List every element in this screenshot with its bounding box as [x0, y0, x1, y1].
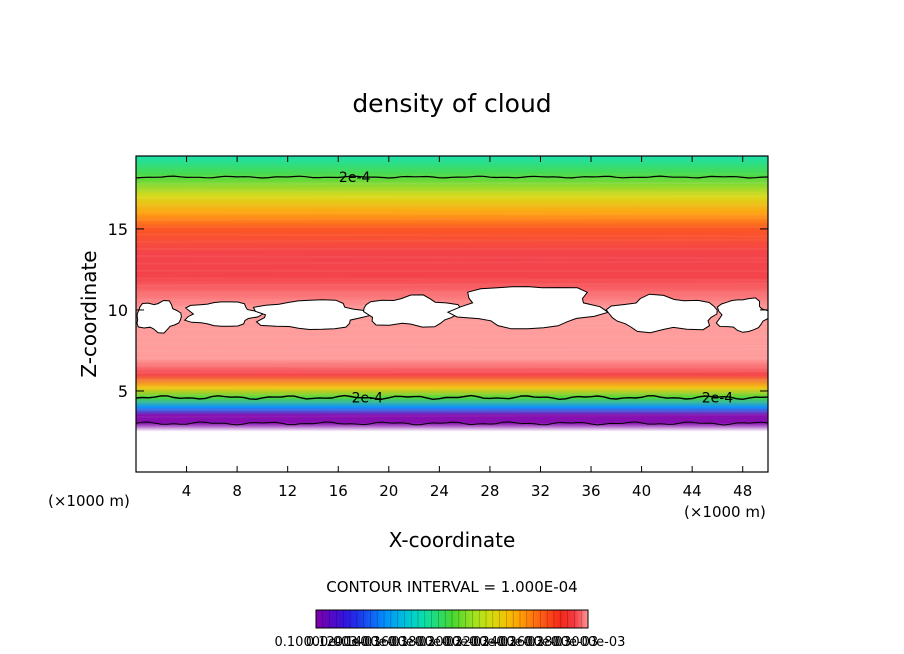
x-tick-label: 48 — [733, 482, 752, 500]
y-axis-ticks: 5 10 15 — [108, 220, 768, 401]
texture-streak — [136, 238, 768, 243]
blank-region — [136, 299, 182, 334]
blank-region — [446, 286, 610, 330]
x-tick-label: 8 — [232, 482, 242, 500]
texture-streak — [136, 282, 768, 287]
blank-region — [715, 297, 768, 333]
contour-line-lower — [136, 394, 768, 401]
x-axis-ticks: 4 8 12 16 20 24 28 32 36 40 44 48 — [182, 156, 752, 500]
contour-label: 2e-4 — [352, 390, 384, 406]
colorbar-fill — [316, 610, 588, 628]
texture-streak — [136, 348, 768, 353]
blank-region — [252, 299, 374, 331]
blank-region — [363, 294, 462, 328]
texture-streak — [136, 342, 768, 347]
x-axis-label: X-coordinate — [389, 528, 516, 552]
x-tick-label: 44 — [683, 482, 702, 500]
texture-streak — [136, 255, 768, 260]
contour-line-upper — [136, 175, 768, 179]
colorbar-frame — [315, 609, 589, 629]
texture-streak — [136, 211, 768, 216]
y-tick-label: 10 — [108, 301, 128, 320]
colorbar-label: 0.1200e-03 — [306, 635, 381, 650]
colorbar-label: 0.3000e-03 — [551, 635, 626, 650]
x-unit-label-right: (×1000 m) — [684, 503, 766, 521]
colorbar-label: 0.2800e-03 — [523, 635, 598, 650]
texture-streak — [136, 277, 768, 282]
colorbar-label: 0.1800e-03 — [387, 635, 462, 650]
texture-streak — [136, 413, 768, 418]
texture-streak — [136, 435, 768, 440]
contour-labels: 2e-4 2e-4 2e-4 — [339, 170, 734, 406]
texture-streak — [136, 181, 768, 186]
colorbar: 0.10000e-030.1200e-030.1400e-030.1600e-0… — [275, 609, 626, 650]
colorbar-label: 0.1400e-03 — [333, 635, 408, 650]
x-tick-label: 28 — [480, 482, 499, 500]
contour-lines — [136, 175, 768, 426]
texture-streak — [136, 194, 768, 199]
colorbar-label: 0.2200e-03 — [442, 635, 517, 650]
texture-streak — [136, 370, 768, 375]
texture-streak — [136, 408, 768, 413]
texture-streak — [136, 233, 768, 238]
x-tick-label: 12 — [278, 482, 297, 500]
plot-frame — [135, 155, 769, 473]
y-tick-label: 5 — [118, 382, 128, 401]
x-tick-label: 36 — [581, 482, 600, 500]
x-tick-label: 20 — [379, 482, 398, 500]
x-unit-label-left: (×1000 m) — [48, 492, 130, 510]
colorbar-labels: 0.10000e-030.1200e-030.1400e-030.1600e-0… — [275, 635, 626, 650]
blank-region — [605, 293, 718, 334]
texture-streak — [136, 392, 768, 396]
plot-area: 2e-4 2e-4 2e-4 — [136, 156, 768, 472]
contour-interval-text: CONTOUR INTERVAL = 1.000E-04 — [326, 578, 577, 596]
y-tick-label: 15 — [108, 220, 128, 239]
colorbar-label: 0.1600e-03 — [360, 635, 435, 650]
texture-streak — [136, 176, 768, 181]
blank-region — [183, 301, 265, 327]
texture-streak — [136, 260, 768, 265]
texture-streak — [136, 364, 768, 369]
chart-title: density of cloud — [352, 89, 551, 118]
y-axis-label: Z-coordinate — [77, 250, 101, 377]
texture-streak — [136, 173, 768, 177]
x-tick-label: 4 — [182, 482, 192, 500]
texture-streak — [136, 386, 768, 391]
x-tick-label: 32 — [531, 482, 550, 500]
colorbar-label: 0.2400e-03 — [469, 635, 544, 650]
colorbar-label: 0.10000e-03 — [275, 635, 358, 650]
colorbar-label: 0.2000e-03 — [415, 635, 490, 650]
contour-line-low — [136, 421, 768, 426]
texture-streak — [136, 430, 768, 435]
texture-streak — [136, 216, 768, 221]
x-tick-label: 40 — [632, 482, 651, 500]
contour-label: 2e-4 — [339, 170, 371, 186]
texture-streak — [136, 189, 768, 194]
contour-label: 2e-4 — [702, 390, 734, 406]
x-tick-label: 24 — [430, 482, 449, 500]
colorbar-label: 0.2600e-03 — [496, 635, 571, 650]
x-tick-label: 16 — [329, 482, 348, 500]
colorbar-ticks — [315, 610, 589, 628]
blank-regions — [136, 286, 768, 334]
